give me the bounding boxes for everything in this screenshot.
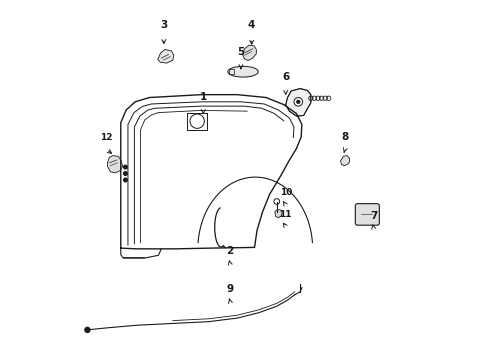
Polygon shape xyxy=(285,89,310,116)
Text: 3: 3 xyxy=(160,21,167,31)
Text: 2: 2 xyxy=(226,246,233,256)
Circle shape xyxy=(123,178,127,182)
Circle shape xyxy=(296,100,300,104)
Circle shape xyxy=(273,199,279,204)
Text: 10: 10 xyxy=(279,188,291,197)
Text: 9: 9 xyxy=(226,284,233,294)
Text: 7: 7 xyxy=(369,211,377,221)
Circle shape xyxy=(123,172,127,175)
Text: 12: 12 xyxy=(100,132,112,141)
Ellipse shape xyxy=(227,66,258,77)
Text: 6: 6 xyxy=(282,72,289,82)
Text: 5: 5 xyxy=(237,48,244,57)
Polygon shape xyxy=(158,49,174,63)
Polygon shape xyxy=(274,210,282,218)
Circle shape xyxy=(123,165,127,169)
Text: 11: 11 xyxy=(279,210,291,219)
Polygon shape xyxy=(107,156,122,173)
Text: 4: 4 xyxy=(247,21,255,31)
Circle shape xyxy=(293,98,302,106)
FancyBboxPatch shape xyxy=(355,204,379,225)
Text: 1: 1 xyxy=(199,92,206,102)
Circle shape xyxy=(85,327,90,332)
Polygon shape xyxy=(340,156,349,166)
Polygon shape xyxy=(242,45,256,60)
Text: 8: 8 xyxy=(341,132,348,141)
